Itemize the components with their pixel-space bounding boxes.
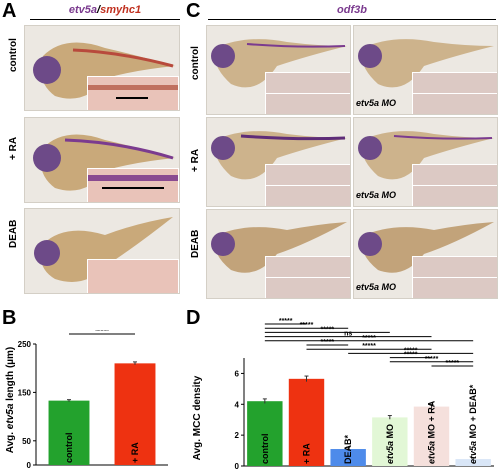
inset-c-mo-deab-1 [412, 256, 497, 278]
embryo-image-c-control [206, 25, 351, 115]
embryo-drawing [34, 217, 173, 282]
category-label: etv5a MO [385, 424, 395, 464]
embryo-image-c-mo-deab: etv5a MO [353, 209, 498, 299]
y-tick-label: 6 [235, 369, 240, 378]
row-label-ra-a: + RA [8, 136, 19, 160]
y-tick-label: 2 [235, 431, 240, 440]
embryo-image-c-deab [206, 209, 351, 299]
bar-2 [330, 449, 366, 466]
inset-a-ra [87, 168, 179, 202]
probe-separator: / [97, 4, 101, 16]
row-label-ra-c: + RA [190, 148, 201, 172]
mo-label-ra: etv5a MO [356, 190, 396, 200]
embryo-drawing [211, 222, 347, 273]
probe-etv5a: etv5a [68, 4, 98, 16]
row-label-deab-a: DEAB [8, 219, 19, 248]
y-tick-label: 150 [18, 388, 32, 397]
row-label-deab-c: DEAB [190, 229, 201, 258]
mo-label-control: etv5a MO [356, 98, 396, 108]
category-label: etv5a MO + DEAB* [468, 384, 478, 464]
significance-label: ***** [300, 322, 314, 329]
y-tick-label: 0 [27, 461, 32, 470]
significance-label: ***** [446, 360, 460, 367]
inset-c-mo-ra-1 [412, 164, 497, 186]
embryo-drawing [358, 39, 494, 88]
inset-a-deab [87, 259, 179, 293]
bar-0 [48, 400, 90, 465]
panel-letter-b: B [2, 307, 17, 329]
chart-d-ylabel: Avg. MCC density [192, 375, 203, 460]
embryo-image-a-ra [24, 117, 180, 203]
inset-c-deab-1 [265, 256, 350, 278]
embryo-drawing [358, 222, 494, 273]
embryo-drawing [33, 134, 175, 191]
row-label-control-c: control [190, 46, 201, 80]
embryo-image-c-mo: etv5a MO [353, 25, 498, 115]
panel-letter-a: A [2, 0, 17, 22]
embryo-image-a-control [24, 25, 180, 111]
panel-c-probe-title: odf3b [337, 4, 367, 16]
chart-d: Avg. MCC density 0 2 4 6 control + RA DEAB* etv… [192, 318, 494, 471]
inset-c-control-2 [265, 93, 350, 114]
chart-b-ylabel: Avg. etv5a length (µm) [5, 347, 16, 454]
bar-0 [247, 401, 283, 466]
significance-label: ***** [279, 318, 293, 325]
bar-1 [288, 378, 325, 466]
chart-b: Avg. etv5a length (µm) 0 50 150 250 control +… [5, 330, 168, 470]
category-label: + RA [302, 443, 312, 464]
bar-1 [114, 363, 156, 465]
inset-c-mo-ra-2 [412, 185, 497, 206]
embryo-image-c-mo-ra: etv5a MO [353, 117, 498, 207]
category-label: control [64, 433, 74, 464]
embryo-image-a-deab [24, 208, 180, 294]
y-tick-label: 50 [22, 437, 31, 446]
panel-c-title-rule [208, 19, 496, 20]
significance-label: ***** [404, 352, 418, 359]
mo-label-text: etv5a MO [356, 190, 397, 200]
embryo-drawing [33, 42, 175, 99]
significance-label: ***** [425, 356, 439, 363]
inset-c-ra-2 [265, 185, 350, 206]
category-label: + RA [130, 442, 140, 463]
panel-a-probe-title: etv5a/smyhc1 [30, 4, 180, 16]
bar-4 [413, 406, 450, 466]
category-label: control [260, 434, 270, 465]
embryo-drawing [358, 131, 494, 180]
significance-label: ***** [321, 339, 335, 346]
inset-c-control-1 [265, 72, 350, 94]
row-label-control-a: control [8, 38, 19, 72]
mo-label-text: etv5a MO [356, 98, 397, 108]
panel-a-title-rule [30, 19, 180, 20]
inset-c-mo-deab-2 [412, 277, 497, 298]
significance-label: ***** [362, 335, 376, 342]
y-tick-label: 4 [235, 400, 240, 409]
inset-a-control [87, 76, 179, 110]
embryo-drawing [211, 39, 347, 88]
bar-5 [455, 459, 491, 466]
embryo-drawing [211, 131, 347, 180]
y-tick-label: 0 [235, 462, 240, 471]
bar-3 [372, 417, 408, 466]
inset-c-deab-2 [265, 277, 350, 298]
category-label: etv5a MO + RA [427, 400, 437, 464]
panel-letter-d: D [186, 307, 201, 329]
inset-c-mo-1 [412, 72, 497, 94]
probe-smyhc1: smyhc1 [100, 4, 142, 16]
inset-c-ra-1 [265, 164, 350, 186]
significance-label: ***** [321, 326, 335, 333]
embryo-image-c-ra [206, 117, 351, 207]
significance-label: ns [344, 331, 352, 338]
inset-c-mo-2 [412, 93, 497, 114]
mo-label-text: etv5a MO [356, 282, 397, 292]
mo-label-deab: etv5a MO [356, 282, 396, 292]
significance-label: ***** [404, 347, 418, 354]
significance-label: ***** [95, 330, 109, 335]
y-tick-label: 250 [18, 340, 32, 349]
category-label: DEAB* [343, 434, 353, 464]
significance-label: ***** [362, 343, 376, 350]
panel-letter-c: C [186, 0, 201, 22]
